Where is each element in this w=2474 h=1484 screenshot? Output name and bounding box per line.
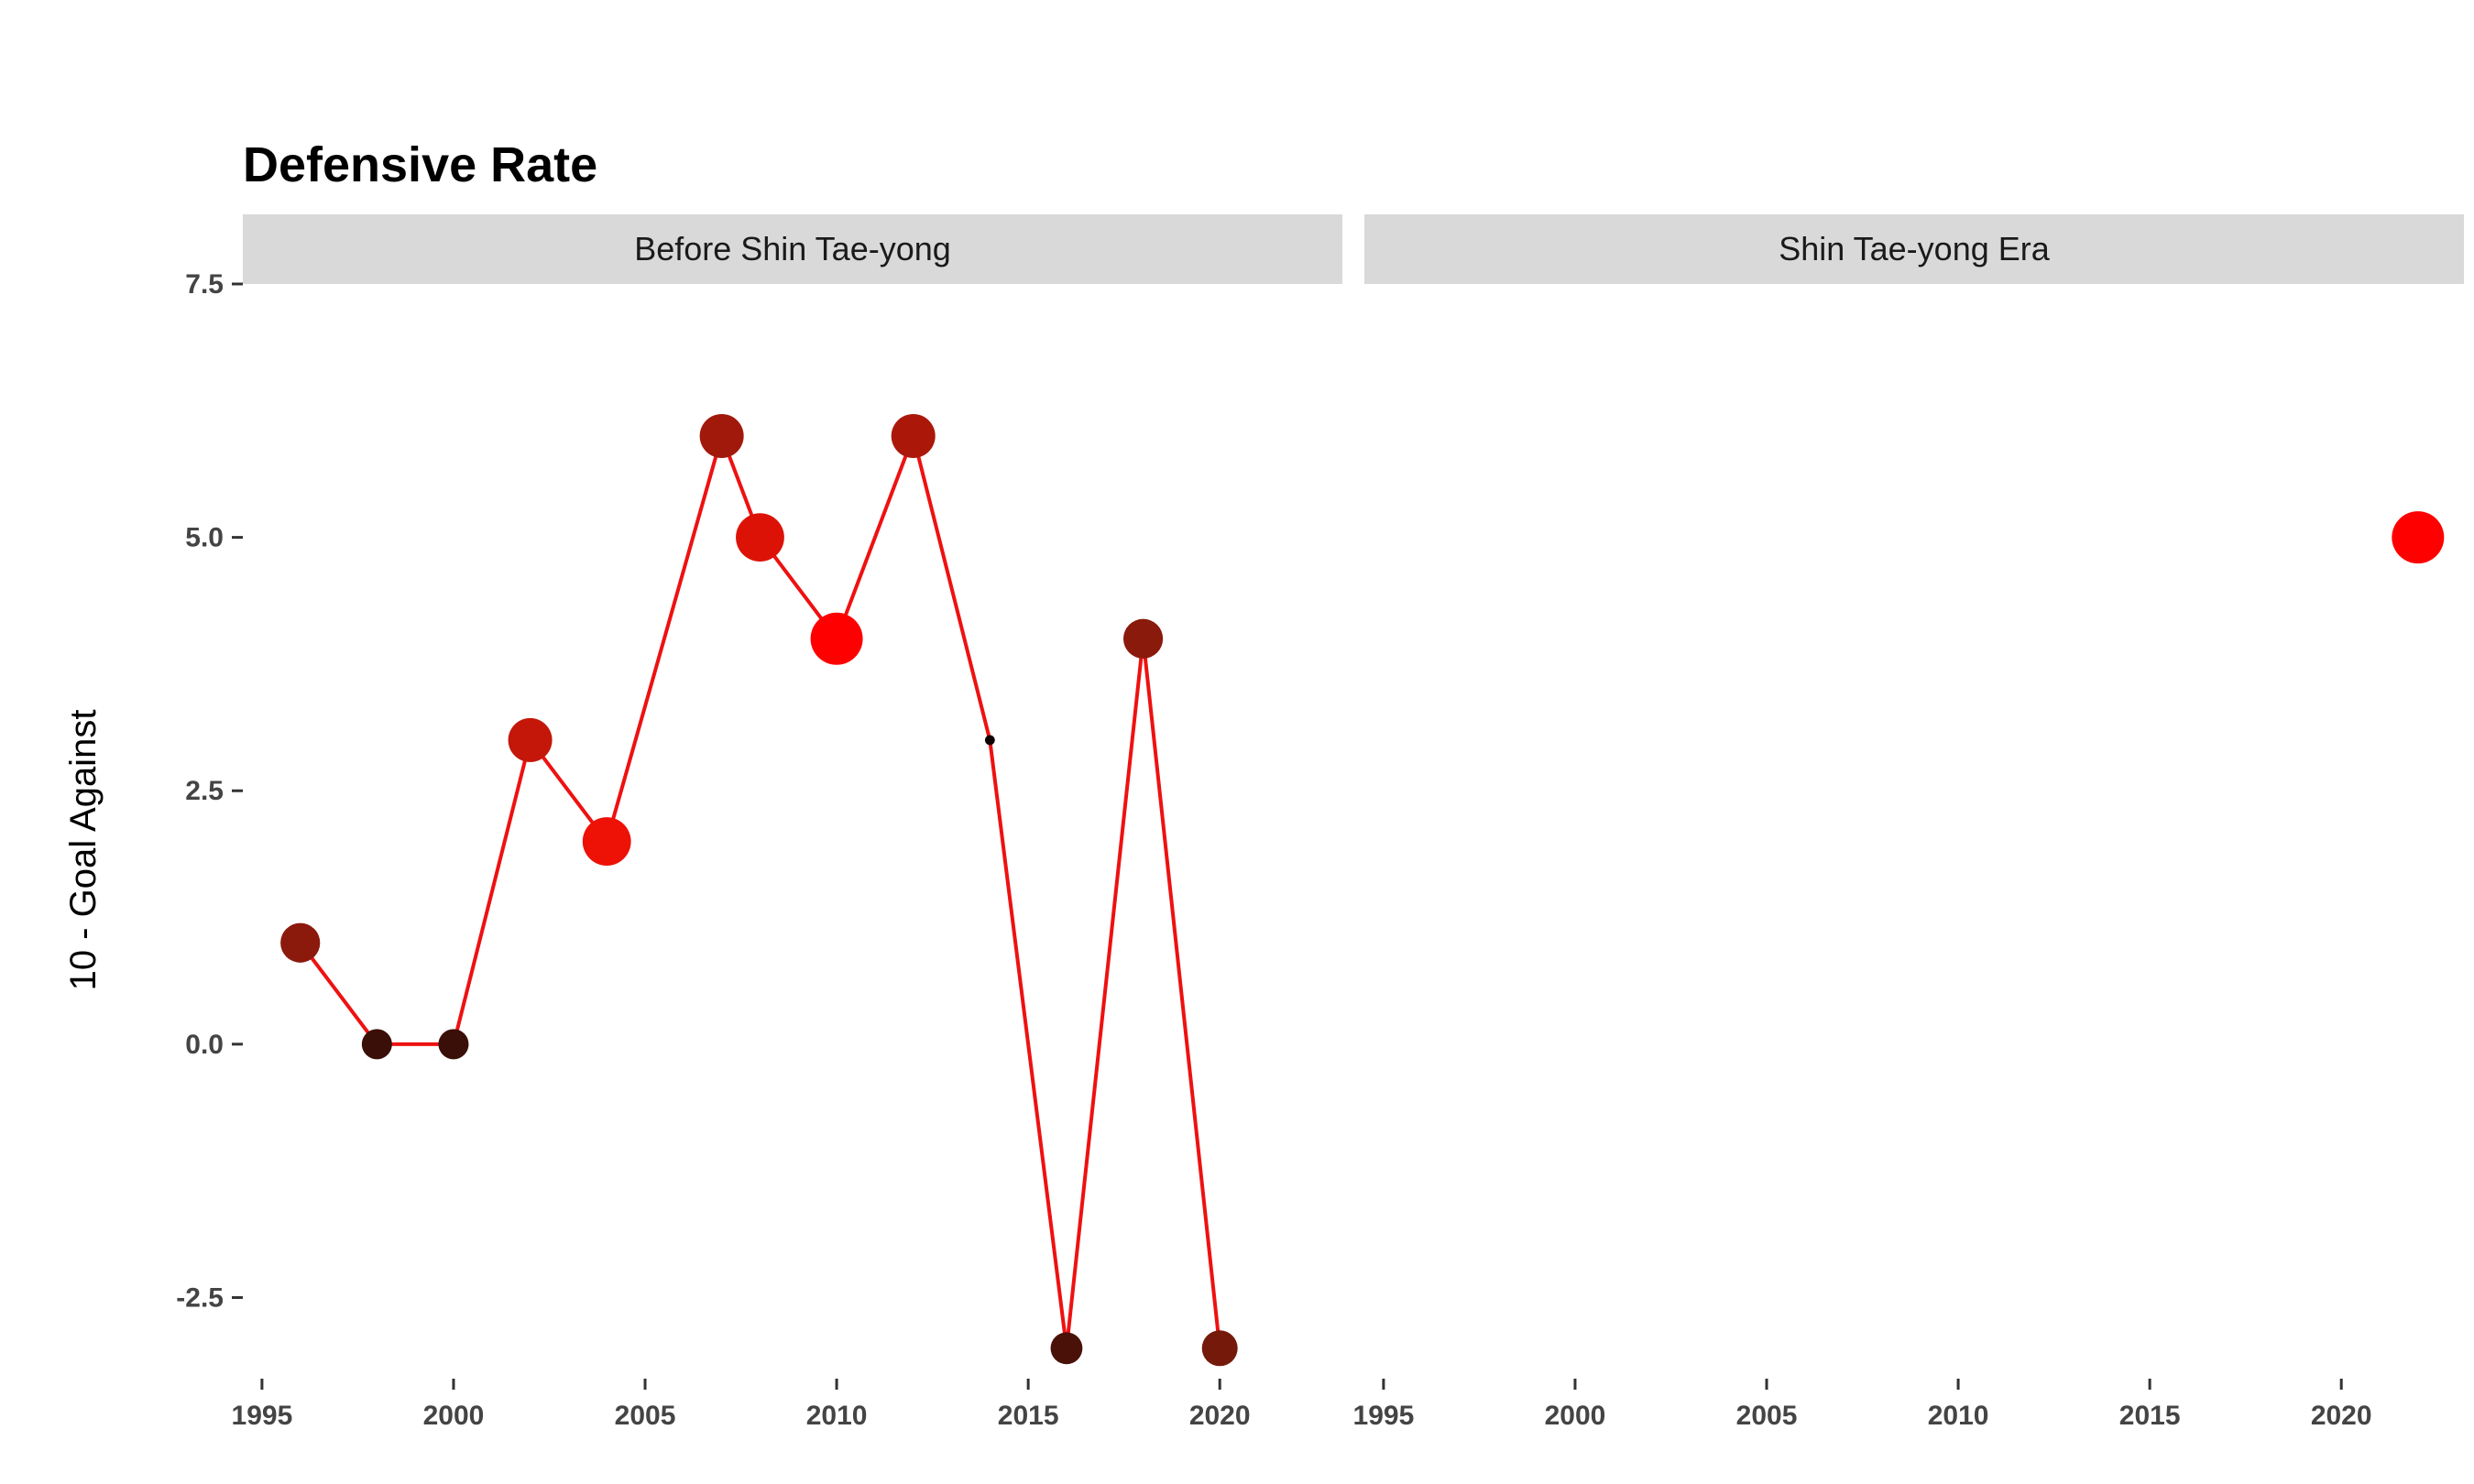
- x-tick-label: 2010: [1928, 1401, 1989, 1431]
- strip-label-era: Shin Tae-yong Era: [1779, 230, 2051, 267]
- chart-title: Defensive Rate: [243, 137, 597, 192]
- data-point: [280, 922, 321, 963]
- strip-label-before: Before Shin Tae-yong: [634, 230, 951, 267]
- data-point: [1122, 618, 1164, 659]
- data-point: [2392, 511, 2445, 564]
- x-tick-label: 2010: [806, 1401, 868, 1431]
- y-tick-label: 2.5: [185, 776, 224, 806]
- x-tick-label: 2015: [998, 1401, 1059, 1431]
- panel-before-marks: 1995 2000 2005 2010 2015 2020: [232, 413, 1251, 1431]
- panel-era-marks: 1995 2000 2005 2010 2015 2020: [1353, 511, 2445, 1431]
- y-axis-title: 10 - Goal Against: [63, 710, 104, 991]
- x-tick-label: 2005: [1736, 1401, 1798, 1431]
- data-point: [736, 513, 784, 562]
- data-point: [508, 717, 553, 762]
- data-point: [582, 817, 631, 866]
- y-tick-label: 0.0: [185, 1030, 224, 1060]
- x-tick-label: 2000: [423, 1401, 485, 1431]
- data-point: [438, 1029, 469, 1060]
- x-tick-label: 2015: [2119, 1401, 2181, 1431]
- panel-shin-tae-yong-era: Shin Tae-yong Era 1995 2000 2005 2010 2015 20…: [1353, 214, 2464, 1431]
- x-tick-label: 1995: [232, 1401, 293, 1431]
- data-point: [361, 1029, 392, 1060]
- data-point: [984, 735, 995, 746]
- y-tick-label: -2.5: [176, 1282, 224, 1313]
- data-point: [810, 612, 863, 665]
- x-tick-label: 2020: [1189, 1401, 1251, 1431]
- y-axis: -2.5 0.0 2.5 5.0 7.5: [176, 269, 243, 1313]
- data-point: [1201, 1330, 1238, 1367]
- data-point: [891, 413, 936, 458]
- data-point: [1050, 1332, 1083, 1365]
- strip-before-shin-tae-yong: [243, 214, 1342, 284]
- x-tick-label: 2000: [1545, 1401, 1606, 1431]
- data-point: [699, 413, 744, 458]
- y-tick-label: 7.5: [185, 269, 224, 300]
- x-tick-label: 2020: [2311, 1401, 2372, 1431]
- y-tick-label: 5.0: [185, 523, 224, 553]
- x-tick-label: 1995: [1353, 1401, 1415, 1431]
- strip-shin-tae-yong-era: [1364, 214, 2464, 284]
- panel-before-shin-tae-yong: Before Shin Tae-yong 1995 2000 2005 2010 201…: [232, 214, 1342, 1431]
- x-tick-label: 2005: [615, 1401, 676, 1431]
